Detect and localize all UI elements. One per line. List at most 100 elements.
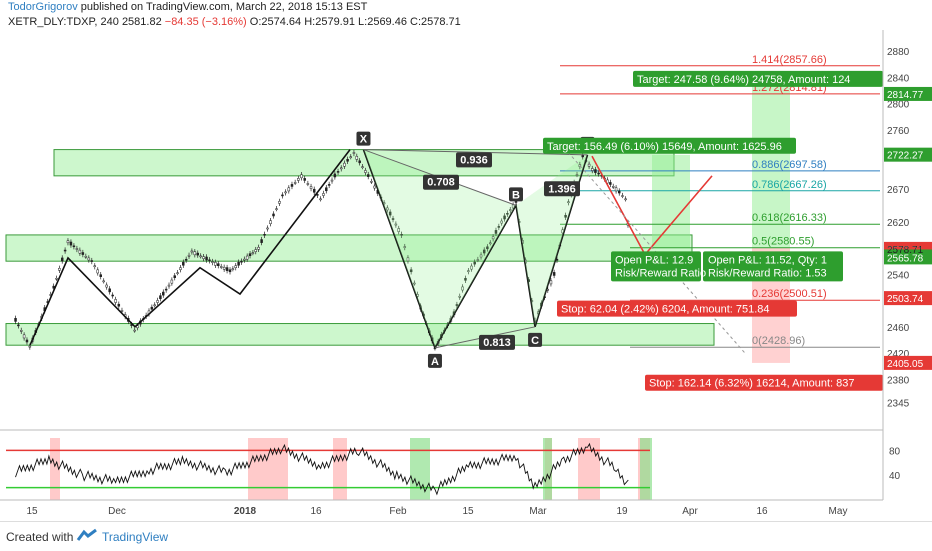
candle-body <box>575 174 579 176</box>
xabcd-pattern <box>362 149 589 350</box>
candle-body <box>567 201 570 204</box>
candle-body <box>150 306 154 310</box>
candle-body <box>193 251 197 256</box>
candle-body <box>388 211 392 216</box>
candle-body <box>303 178 306 181</box>
long-stop-label-bg <box>557 300 797 317</box>
candle-body <box>364 170 367 173</box>
candle-body <box>336 171 340 173</box>
candle-body <box>72 245 76 248</box>
price-chart[interactable]: 1.414(2857.66)1.272(2814.81)0.886(2697.5… <box>0 30 932 521</box>
tradingview-link[interactable]: TradingView <box>102 530 169 544</box>
candle-body <box>159 295 162 300</box>
point-label: A <box>431 356 439 368</box>
candle-body <box>228 269 232 273</box>
candle-body <box>587 163 591 167</box>
time-tick: Mar <box>529 506 547 517</box>
candle-body <box>394 223 398 226</box>
point-label-bg <box>528 332 543 347</box>
candle-body <box>497 226 501 228</box>
price-tag: 2503.74 <box>887 294 924 305</box>
candle-body <box>240 260 243 263</box>
fib-label: 0.786(2667.26) <box>752 179 827 191</box>
price-tick: 2420 <box>887 349 910 360</box>
short-target-label: Target: 247.58 (9.64%) 24758, Amount: 12… <box>637 74 850 86</box>
time-tick: Dec <box>108 506 126 517</box>
candle-body <box>222 266 226 270</box>
symbol-info: XETR_DLY:TDXP, 240 2581.82 −84.35 (−3.16… <box>8 16 461 28</box>
symbol-title: XETR_DLY:TDXP, 240 <box>8 16 119 28</box>
author-name[interactable]: TodorGrigorov <box>8 1 78 13</box>
fib-label: 1.414(2857.66) <box>752 54 827 66</box>
candle-body <box>406 257 410 262</box>
candle-body <box>473 261 476 265</box>
oversold-band <box>543 438 552 500</box>
candle-body <box>624 198 627 201</box>
price-tag-bg <box>884 147 932 162</box>
candle-body <box>503 215 506 220</box>
fib-label: 0.618(2616.33) <box>752 212 827 224</box>
candle-body <box>69 241 73 246</box>
candle-body <box>248 253 252 256</box>
oscillator-line <box>15 442 629 496</box>
oversold-band <box>410 438 430 500</box>
candle-body <box>156 300 159 303</box>
ratio-label: 0.936 <box>460 154 488 166</box>
candle-body <box>594 169 597 173</box>
candle-body <box>290 184 294 187</box>
bcd-triangle <box>515 154 588 327</box>
candle-body <box>133 329 136 332</box>
candle-body <box>208 259 211 262</box>
candle-body <box>260 239 263 243</box>
price-tag-bg <box>884 250 932 265</box>
candle-body <box>254 249 258 252</box>
candle-body <box>549 280 553 285</box>
candle-body <box>28 345 32 348</box>
candle-body <box>312 188 316 193</box>
candle-body <box>60 257 64 262</box>
candle-body <box>343 162 346 167</box>
candle-body <box>243 258 246 261</box>
time-tick: 15 <box>462 506 474 517</box>
candle-body <box>196 252 200 256</box>
long-stop-label: Stop: 62.04 (2.42%) 6204, Amount: 751.84 <box>561 304 770 316</box>
price-tag: 2405.05 <box>887 359 924 370</box>
long-pnl-label: Open P&L: 12.9 <box>615 254 693 266</box>
ratio-label: 0.813 <box>483 337 511 349</box>
candle-body <box>199 255 202 258</box>
candle-body <box>66 240 70 244</box>
candle-body <box>333 173 337 178</box>
overbought-band <box>248 438 288 500</box>
overbought-band <box>333 438 347 500</box>
candle-body <box>275 208 278 210</box>
short-rr-label: Risk/Reward Ratio: 1.53 <box>708 267 827 279</box>
candle-body <box>403 246 407 248</box>
candle-body <box>120 310 124 312</box>
candle-body <box>173 275 176 278</box>
candle-body <box>211 261 214 263</box>
candle-body <box>486 246 489 250</box>
candle-body <box>176 272 179 274</box>
price-tick: 2380 <box>887 375 910 386</box>
price-tick: 2670 <box>887 185 910 196</box>
candle-body <box>614 187 618 192</box>
candle-body <box>618 190 621 194</box>
candle-body <box>219 266 223 268</box>
fib-label: 0.236(2500.51) <box>752 288 827 300</box>
candle-body <box>266 227 269 230</box>
projection-dash <box>559 142 746 354</box>
candle-body <box>153 304 156 307</box>
price-tag-bg <box>884 86 932 101</box>
last-price: 2581.82 <box>121 16 162 28</box>
long-target-label: Target: 156.49 (6.10%) 15649, Amount: 16… <box>547 141 782 153</box>
candle-body <box>479 254 483 258</box>
price-tag: 2722.27 <box>887 151 924 162</box>
candle-body <box>349 156 353 158</box>
point-label: X <box>360 134 368 146</box>
candle-body <box>470 265 473 270</box>
candle-body <box>237 261 240 266</box>
candle-body <box>245 255 249 260</box>
footer-bar: Created with TradingView <box>0 521 932 551</box>
candle-body <box>373 185 376 189</box>
candle-body <box>190 250 194 253</box>
